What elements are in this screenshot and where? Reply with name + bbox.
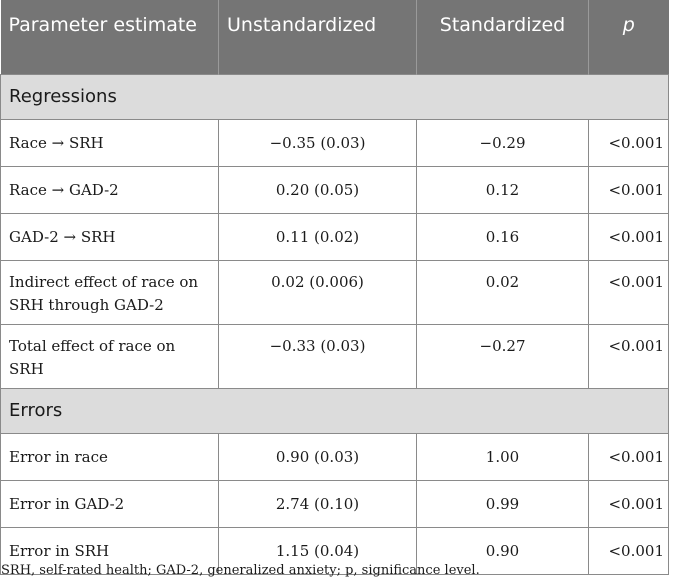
unstd-cell: −0.35 (0.03) [218, 118, 417, 167]
std-cell: 0.99 [416, 479, 589, 528]
param-line: SRH [9, 359, 44, 378]
std-cell: 1.00 [416, 432, 589, 481]
header-p: p [588, 0, 669, 74]
p-cell: <0.001 [588, 323, 669, 389]
p-cell: <0.001 [588, 432, 669, 481]
std-cell: 0.16 [416, 212, 589, 261]
table-row: Race → SRH −0.35 (0.03) −0.29 <0.001 [0, 118, 669, 167]
section-title: Errors [0, 387, 669, 434]
param-cell: GAD-2 → SRH [0, 212, 219, 261]
table-row: Error in GAD-2 2.74 (0.10) 0.99 <0.001 [0, 479, 669, 528]
unstd-cell: 0.02 (0.006) [218, 259, 417, 325]
table-row: Total effect of race on SRH −0.33 (0.03)… [0, 323, 669, 389]
section-title: Regressions [0, 73, 669, 120]
param-cell: Indirect effect of race on SRH through G… [0, 259, 219, 325]
param-line: Indirect effect of race on [9, 272, 199, 291]
std-cell: −0.27 [416, 323, 589, 389]
param-line: Total effect of race on [9, 336, 176, 355]
unstd-cell: 0.90 (0.03) [218, 432, 417, 481]
table-row: Error in SRH 1.15 (0.04) 0.90 <0.001 [0, 526, 669, 575]
section-row-regressions: Regressions [0, 73, 669, 120]
p-cell: <0.001 [588, 165, 669, 214]
std-cell: 0.12 [416, 165, 589, 214]
param-cell: Race → SRH [0, 118, 219, 167]
param-cell: Error in GAD-2 [0, 479, 219, 528]
param-cell: Error in race [0, 432, 219, 481]
param-cell: Race → GAD-2 [0, 165, 219, 214]
std-cell: 0.02 [416, 259, 589, 325]
unstd-cell: 0.11 (0.02) [218, 212, 417, 261]
header-unstandardized: Unstandardized [218, 0, 417, 74]
p-cell: <0.001 [588, 259, 669, 325]
param-cell: Error in SRH [0, 526, 219, 575]
unstd-cell: 2.74 (0.10) [218, 479, 417, 528]
unstd-cell: 0.20 (0.05) [218, 165, 417, 214]
param-cell: Total effect of race on SRH [0, 323, 219, 389]
header-row: Parameter estimate Unstandardized Standa… [0, 0, 669, 74]
table-row: Error in race 0.90 (0.03) 1.00 <0.001 [0, 432, 669, 481]
unstd-cell: 1.15 (0.04) [218, 526, 417, 575]
table-row: GAD-2 → SRH 0.11 (0.02) 0.16 <0.001 [0, 212, 669, 261]
header-standardized: Standardized [416, 0, 589, 74]
p-cell: <0.001 [588, 212, 669, 261]
param-line: SRH through GAD-2 [9, 295, 164, 314]
table-row: Indirect effect of race on SRH through G… [0, 259, 669, 325]
unstd-cell: −0.33 (0.03) [218, 323, 417, 389]
p-cell: <0.001 [588, 118, 669, 167]
p-cell: <0.001 [588, 479, 669, 528]
table-footnote: SRH, self-rated health; GAD-2, generaliz… [1, 563, 480, 578]
std-cell: −0.29 [416, 118, 589, 167]
header-parameter: Parameter estimate [0, 0, 219, 74]
p-cell: <0.001 [588, 526, 669, 575]
table-row: Race → GAD-2 0.20 (0.05) 0.12 <0.001 [0, 165, 669, 214]
section-row-errors: Errors [0, 387, 669, 434]
results-table: Parameter estimate Unstandardized Standa… [0, 0, 669, 575]
